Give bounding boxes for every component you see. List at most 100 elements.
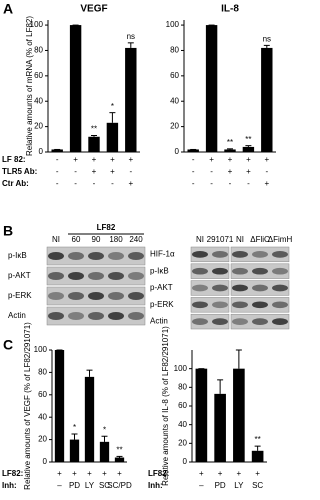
- condition-sign: -: [56, 155, 59, 164]
- y-tick-label: 80: [34, 46, 43, 55]
- y-tick-label: 80: [38, 368, 47, 377]
- y-tick-label: 60: [178, 401, 187, 410]
- blot-band: [108, 252, 124, 260]
- blot-band: [212, 251, 228, 258]
- panel-letter: B: [3, 223, 13, 239]
- bar: [251, 450, 264, 462]
- blot-band: [272, 284, 288, 292]
- condition-sign: -: [265, 167, 268, 176]
- panel-letter: A: [3, 1, 13, 17]
- blot-strip: [190, 297, 230, 313]
- blot-band: [252, 301, 268, 309]
- blot-band: [88, 312, 104, 320]
- blot-row-label: p-ERK: [150, 300, 174, 309]
- bar: [88, 136, 100, 152]
- y-axis-label: Relative amounts of IL-8 (% of LF82/2910…: [161, 326, 170, 486]
- condition-sign: +: [209, 155, 214, 164]
- blot-band: [272, 251, 288, 258]
- condition-sign: -: [192, 155, 195, 164]
- condition-sign: -: [56, 167, 59, 176]
- bar: [195, 368, 208, 462]
- condition-label: Inh:: [148, 481, 163, 490]
- blot-band: [192, 251, 208, 258]
- blot-column-label: 240: [129, 235, 143, 244]
- significance-label: **: [245, 135, 251, 144]
- y-tick-label: 20: [38, 435, 47, 444]
- condition-sign: +: [57, 469, 62, 478]
- condition-sign: +: [228, 155, 233, 164]
- blot-strip: [190, 263, 230, 279]
- blot-band: [88, 252, 104, 260]
- condition-sign: PD: [69, 481, 80, 490]
- y-tick-label: 40: [170, 96, 179, 105]
- bar: [114, 457, 125, 462]
- y-tick-label: 60: [170, 71, 179, 80]
- condition-sign: +: [128, 155, 133, 164]
- bar: [125, 47, 137, 152]
- figure: A B C 0 20 40 60 80 100 VEGF Relative amounts o…: [2, 1, 292, 490]
- condition-sign: +: [128, 179, 133, 188]
- blot-band: [128, 252, 144, 260]
- bar: [99, 441, 110, 462]
- condition-sign: +: [102, 469, 107, 478]
- blot-row-label: p-AKT: [8, 271, 31, 280]
- significance-label: **: [116, 446, 122, 455]
- significance-label: ns: [127, 32, 135, 41]
- significance-label: *: [103, 425, 106, 434]
- bar: [242, 146, 255, 152]
- condition-sign: +: [255, 469, 260, 478]
- blot-column-label: NI: [196, 235, 204, 244]
- y-axis-label: Relative amounts of VEGF (% of LF82/2910…: [23, 322, 32, 490]
- blot-band: [232, 267, 248, 275]
- bar: [51, 149, 63, 152]
- condition-sign: SC/PD: [107, 481, 132, 490]
- condition-sign: +: [218, 469, 223, 478]
- blot-row-label: Actin: [8, 311, 26, 320]
- condition-sign: +: [237, 469, 242, 478]
- condition-sign: +: [117, 469, 122, 478]
- chart-title: IL-8: [221, 4, 239, 15]
- condition-sign: +: [246, 155, 251, 164]
- condition-label: LF 82:: [2, 155, 26, 164]
- blot-band: [88, 272, 104, 280]
- significance-label: **: [255, 435, 261, 444]
- blot-band: [108, 292, 124, 300]
- condition-sign: +: [228, 167, 233, 176]
- blot-band: [212, 301, 228, 309]
- blot-row-label: p-AKT: [150, 283, 173, 292]
- y-tick-label: 100: [166, 20, 180, 29]
- bar: [224, 149, 236, 152]
- condition-sign: +: [199, 469, 204, 478]
- blot-column-label: 90: [92, 235, 101, 244]
- blot-band: [192, 318, 208, 325]
- condition-sign: +: [73, 155, 78, 164]
- blot-band: [108, 272, 124, 280]
- y-tick-label: 0: [39, 147, 44, 156]
- condition-sign: +: [110, 167, 115, 176]
- blot-band: [232, 251, 248, 258]
- condition-sign: SC: [99, 481, 110, 490]
- significance-label: ns: [263, 34, 271, 43]
- blot-column-label: ΔFimH: [268, 235, 292, 244]
- bar: [233, 368, 245, 462]
- blot-band: [48, 272, 64, 280]
- blot-column-label: 291071: [207, 235, 234, 244]
- y-tick-label: 100: [174, 364, 188, 373]
- blot-band: [48, 292, 64, 300]
- panel-letter: C: [3, 337, 13, 353]
- blot-band: [192, 284, 208, 292]
- blot-band: [68, 272, 84, 280]
- condition-sign: -: [111, 179, 114, 188]
- blot-band: [212, 284, 228, 292]
- condition-sign: -: [247, 179, 250, 188]
- condition-label: LF82:: [2, 469, 23, 478]
- y-tick-label: 0: [175, 147, 180, 156]
- condition-label: Ctr Ab:: [2, 179, 29, 188]
- condition-sign: +: [264, 179, 269, 188]
- blot-strip: [190, 313, 230, 330]
- condition-sign: -: [229, 179, 232, 188]
- blot-band: [252, 267, 268, 275]
- condition-sign: –: [199, 481, 204, 490]
- condition-sign: +: [246, 167, 251, 176]
